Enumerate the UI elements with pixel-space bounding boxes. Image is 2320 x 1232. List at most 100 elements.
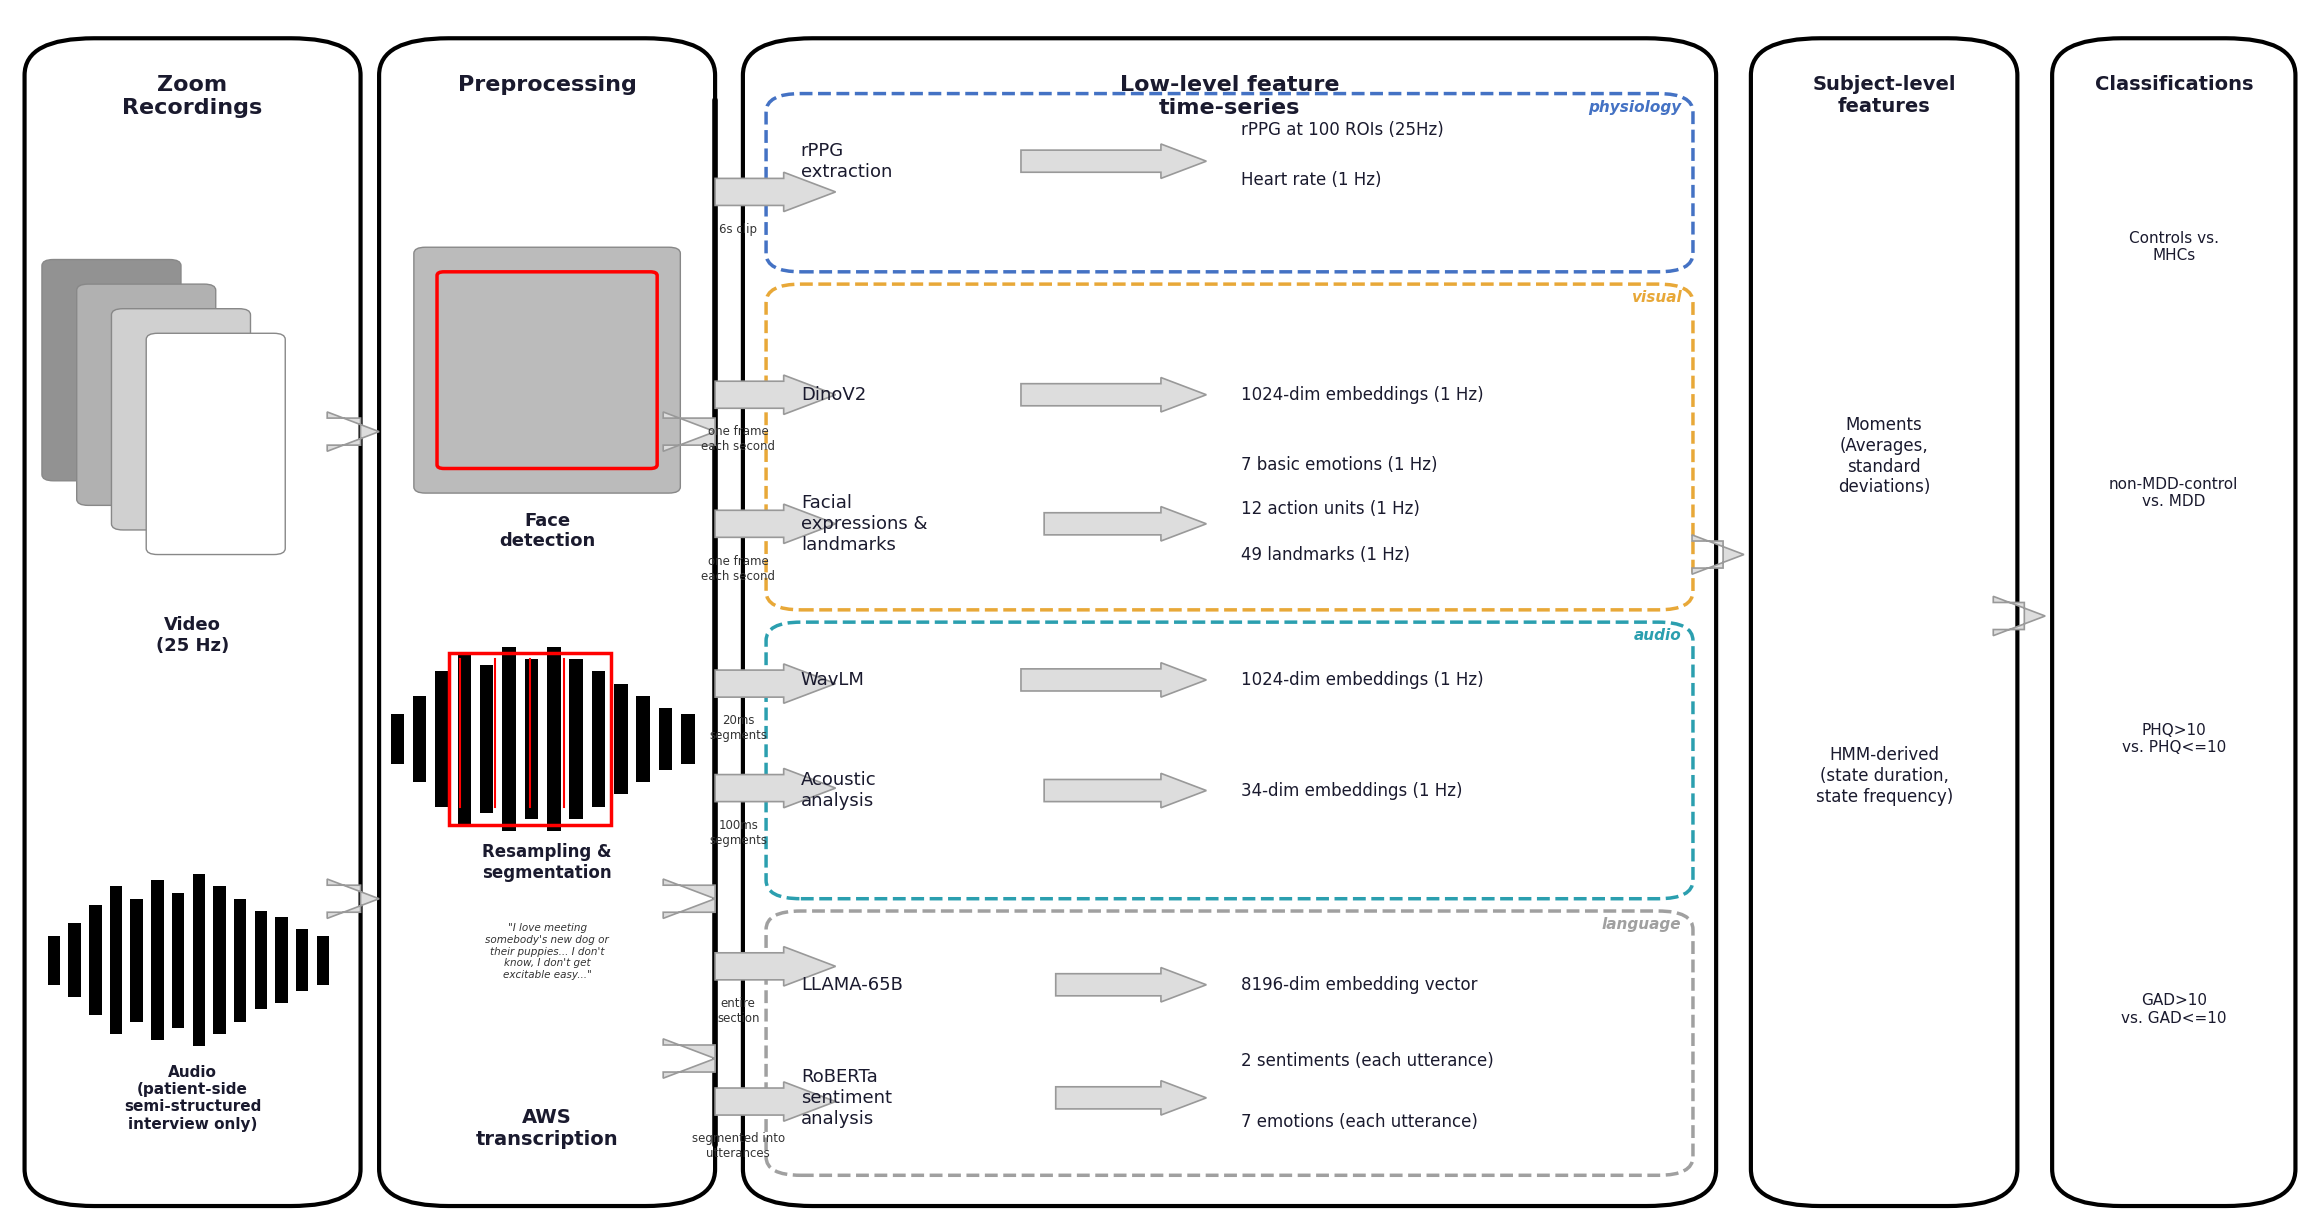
Polygon shape — [327, 411, 378, 451]
Bar — [524, 659, 538, 819]
Bar — [234, 898, 246, 1021]
Text: 1024-dim embeddings (1 Hz): 1024-dim embeddings (1 Hz) — [1241, 671, 1485, 689]
Text: 6s clip: 6s clip — [719, 223, 756, 235]
Bar — [448, 653, 610, 825]
FancyBboxPatch shape — [111, 309, 251, 530]
Bar — [276, 917, 288, 1003]
Text: Subject-level
features: Subject-level features — [1812, 75, 1956, 116]
Polygon shape — [715, 504, 835, 543]
Bar — [413, 696, 427, 782]
Bar — [255, 910, 267, 1009]
Text: 49 landmarks (1 Hz): 49 landmarks (1 Hz) — [1241, 546, 1411, 563]
Polygon shape — [715, 172, 835, 212]
Text: GAD>10
vs. GAD<=10: GAD>10 vs. GAD<=10 — [2120, 993, 2227, 1025]
Text: physiology: physiology — [1589, 100, 1682, 115]
FancyBboxPatch shape — [26, 38, 360, 1206]
Text: Classifications: Classifications — [2095, 75, 2253, 94]
Text: Video
(25 Hz): Video (25 Hz) — [155, 616, 230, 654]
Bar — [109, 887, 123, 1034]
Polygon shape — [664, 411, 715, 451]
Bar — [318, 935, 329, 984]
Text: Audio
(patient-side
semi-structured
interview only): Audio (patient-side semi-structured inte… — [123, 1064, 262, 1132]
Bar — [436, 671, 448, 807]
FancyBboxPatch shape — [1752, 38, 2018, 1206]
Text: 7 basic emotions (1 Hz): 7 basic emotions (1 Hz) — [1241, 456, 1438, 474]
Bar — [67, 923, 81, 997]
Bar — [568, 659, 582, 819]
Bar — [682, 715, 694, 764]
Text: rPPG at 100 ROIs (25Hz): rPPG at 100 ROIs (25Hz) — [1241, 122, 1443, 139]
Polygon shape — [327, 880, 378, 918]
Text: LLAMA-65B: LLAMA-65B — [800, 976, 902, 994]
FancyBboxPatch shape — [77, 285, 216, 505]
Bar — [390, 715, 404, 764]
Bar — [88, 904, 102, 1015]
Polygon shape — [1691, 535, 1745, 574]
Text: 7 emotions (each utterance): 7 emotions (each utterance) — [1241, 1114, 1478, 1131]
Polygon shape — [1021, 377, 1206, 411]
Text: Controls vs.
MHCs: Controls vs. MHCs — [2130, 232, 2218, 264]
Bar — [49, 935, 60, 984]
Text: 2 sentiments (each utterance): 2 sentiments (each utterance) — [1241, 1052, 1494, 1069]
Bar — [297, 929, 309, 991]
Bar — [480, 665, 494, 813]
Text: Facial
expressions &
landmarks: Facial expressions & landmarks — [800, 494, 928, 553]
Text: 8196-dim embedding vector: 8196-dim embedding vector — [1241, 976, 1478, 994]
Text: one frame
each second: one frame each second — [701, 554, 775, 583]
Polygon shape — [715, 664, 835, 703]
Polygon shape — [1056, 967, 1206, 1002]
Text: 100ms
segments: 100ms segments — [710, 819, 768, 846]
Text: language: language — [1601, 917, 1682, 933]
Polygon shape — [715, 946, 835, 986]
Text: HMM-derived
(state duration,
state frequency): HMM-derived (state duration, state frequ… — [1817, 747, 1953, 806]
Bar — [151, 881, 165, 1040]
Polygon shape — [715, 375, 835, 414]
Text: Moments
(Averages,
standard
deviations): Moments (Averages, standard deviations) — [1837, 416, 1930, 496]
Text: Acoustic
analysis: Acoustic analysis — [800, 771, 877, 809]
FancyBboxPatch shape — [413, 248, 680, 493]
Bar — [130, 898, 144, 1021]
Text: segmented into
utterances: segmented into utterances — [691, 1132, 784, 1161]
FancyBboxPatch shape — [146, 334, 285, 554]
Text: 34-dim embeddings (1 Hz): 34-dim embeddings (1 Hz) — [1241, 781, 1462, 800]
Text: visual: visual — [1631, 291, 1682, 306]
Bar — [659, 708, 673, 770]
Bar — [636, 696, 650, 782]
Bar — [172, 892, 183, 1027]
Text: Resampling &
segmentation: Resampling & segmentation — [483, 844, 612, 882]
Polygon shape — [1056, 1080, 1206, 1115]
FancyBboxPatch shape — [378, 38, 715, 1206]
Text: 12 action units (1 Hz): 12 action units (1 Hz) — [1241, 500, 1420, 519]
Bar — [213, 887, 225, 1034]
Polygon shape — [1993, 596, 2046, 636]
Text: Low-level feature
time-series: Low-level feature time-series — [1121, 75, 1339, 118]
FancyBboxPatch shape — [742, 38, 1717, 1206]
Text: DinoV2: DinoV2 — [800, 386, 865, 404]
Text: Zoom
Recordings: Zoom Recordings — [123, 75, 262, 118]
Bar — [503, 647, 515, 832]
Text: RoBERTa
sentiment
analysis: RoBERTa sentiment analysis — [800, 1068, 891, 1127]
Polygon shape — [1044, 506, 1206, 541]
Text: "I love meeting
somebody's new dog or
their puppies... I don't
know, I don't get: "I love meeting somebody's new dog or th… — [485, 923, 608, 979]
Bar — [592, 671, 606, 807]
Text: 20ms
segments: 20ms segments — [710, 715, 768, 743]
Text: PHQ>10
vs. PHQ<=10: PHQ>10 vs. PHQ<=10 — [2123, 723, 2225, 755]
Polygon shape — [664, 880, 715, 918]
Text: AWS
transcription: AWS transcription — [476, 1108, 619, 1148]
Bar — [193, 875, 204, 1046]
Text: non-MDD-control
vs. MDD: non-MDD-control vs. MDD — [2109, 477, 2239, 509]
Text: audio: audio — [1633, 628, 1682, 643]
Polygon shape — [715, 769, 835, 808]
Bar — [457, 653, 471, 825]
Text: one frame
each second: one frame each second — [701, 425, 775, 453]
Bar — [615, 684, 626, 795]
Polygon shape — [1021, 663, 1206, 697]
FancyBboxPatch shape — [2053, 38, 2294, 1206]
Text: entire
section: entire section — [717, 997, 759, 1025]
Polygon shape — [664, 1039, 715, 1078]
Polygon shape — [1044, 774, 1206, 808]
Bar — [548, 647, 561, 832]
Polygon shape — [1021, 144, 1206, 179]
Text: rPPG
extraction: rPPG extraction — [800, 142, 893, 181]
Text: WavLM: WavLM — [800, 671, 865, 689]
